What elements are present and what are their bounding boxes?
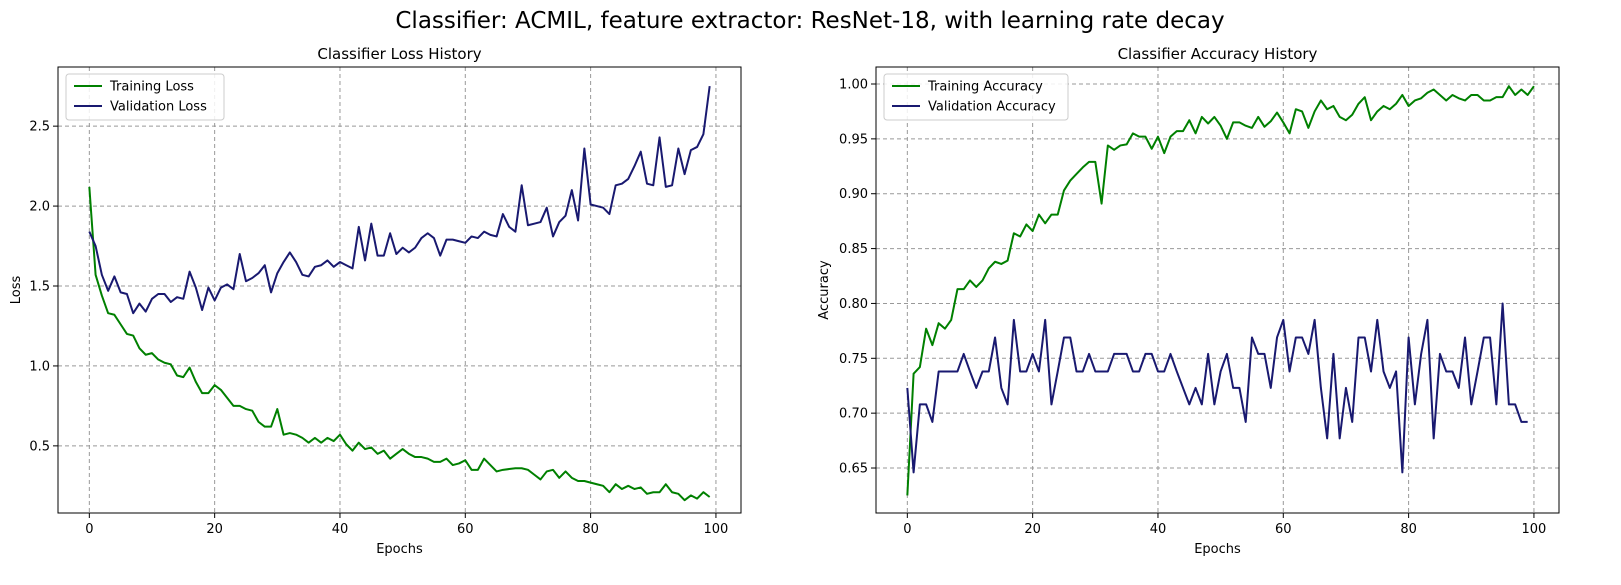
loss-series-line-training-loss: [88, 186, 711, 502]
loss-series-line-validation-loss: [88, 86, 711, 315]
accuracy-y-tick-label: 0.75: [839, 352, 868, 367]
loss-x-tick-label: 40: [332, 522, 349, 537]
loss-x-tick-label: 20: [206, 522, 223, 537]
accuracy-chart: 0 20 40 60 80 100 0.65 0.70 0.75 0.80 0.85 0.90 0.95…: [817, 45, 1560, 557]
loss-y-tick-label: 1.0: [29, 359, 50, 374]
accuracy-x-tick-label: 20: [1024, 522, 1041, 537]
accuracy-x-tick-label: 60: [1275, 522, 1292, 537]
loss-x-tick-label: 0: [85, 522, 93, 537]
loss-y-tick-label: 0.5: [29, 439, 50, 454]
accuracy-x-tick-label: 40: [1150, 522, 1167, 537]
accuracy-chart-title: Classifier Accuracy History: [1118, 45, 1318, 63]
figure-suptitle: Classifier: ACMIL, feature extractor: Re…: [395, 8, 1224, 34]
loss-x-axis-label: Epochs: [376, 542, 423, 557]
accuracy-y-axis-label: Accuracy: [817, 260, 832, 320]
accuracy-y-tick-label: 0.65: [839, 462, 868, 477]
accuracy-x-tick-label: 100: [1522, 522, 1547, 537]
loss-y-axis-label: Loss: [9, 276, 24, 305]
accuracy-x-tick-label: 0: [903, 522, 911, 537]
accuracy-series-line-training-accuracy: [906, 85, 1535, 496]
accuracy-legend-label: Validation Accuracy: [928, 100, 1056, 115]
loss-chart-title: Classifier Loss History: [317, 45, 481, 63]
accuracy-legend-label: Training Accuracy: [927, 80, 1043, 95]
loss-x-tick-label: 80: [582, 522, 599, 537]
loss-y-tick-label: 1.5: [29, 280, 50, 295]
loss-legend-label: Training Loss: [109, 80, 194, 95]
loss-axes-frame: [57, 66, 742, 514]
accuracy-y-tick-label: 0.70: [839, 407, 868, 422]
loss-plot-area: [58, 67, 741, 513]
loss-y-tick-label: 2.5: [29, 120, 50, 135]
accuracy-axes-frame: [875, 66, 1560, 514]
accuracy-y-tick-label: 0.95: [839, 132, 868, 147]
loss-legend-box: [65, 73, 225, 121]
loss-x-tick-label: 60: [457, 522, 474, 537]
loss-x-tick-label: 100: [704, 522, 729, 537]
accuracy-y-tick-label: 0.90: [839, 187, 868, 202]
accuracy-x-axis-label: Epochs: [1194, 542, 1241, 557]
accuracy-y-tick-label: 1.00: [839, 78, 868, 93]
loss-chart: 0 20 40 60 80 100 0.5 1.0 1.5 2.0 2.5 Classifier Lo…: [9, 45, 742, 557]
accuracy-series-line-validation-accuracy: [906, 302, 1528, 474]
accuracy-plot-area: [876, 67, 1559, 513]
accuracy-legend-box: [883, 73, 1069, 121]
accuracy-y-tick-label: 0.80: [839, 297, 868, 312]
accuracy-y-tick-label: 0.85: [839, 242, 868, 257]
accuracy-x-tick-label: 80: [1400, 522, 1417, 537]
loss-legend-label: Validation Loss: [110, 100, 207, 115]
loss-y-tick-label: 2.0: [29, 200, 50, 215]
